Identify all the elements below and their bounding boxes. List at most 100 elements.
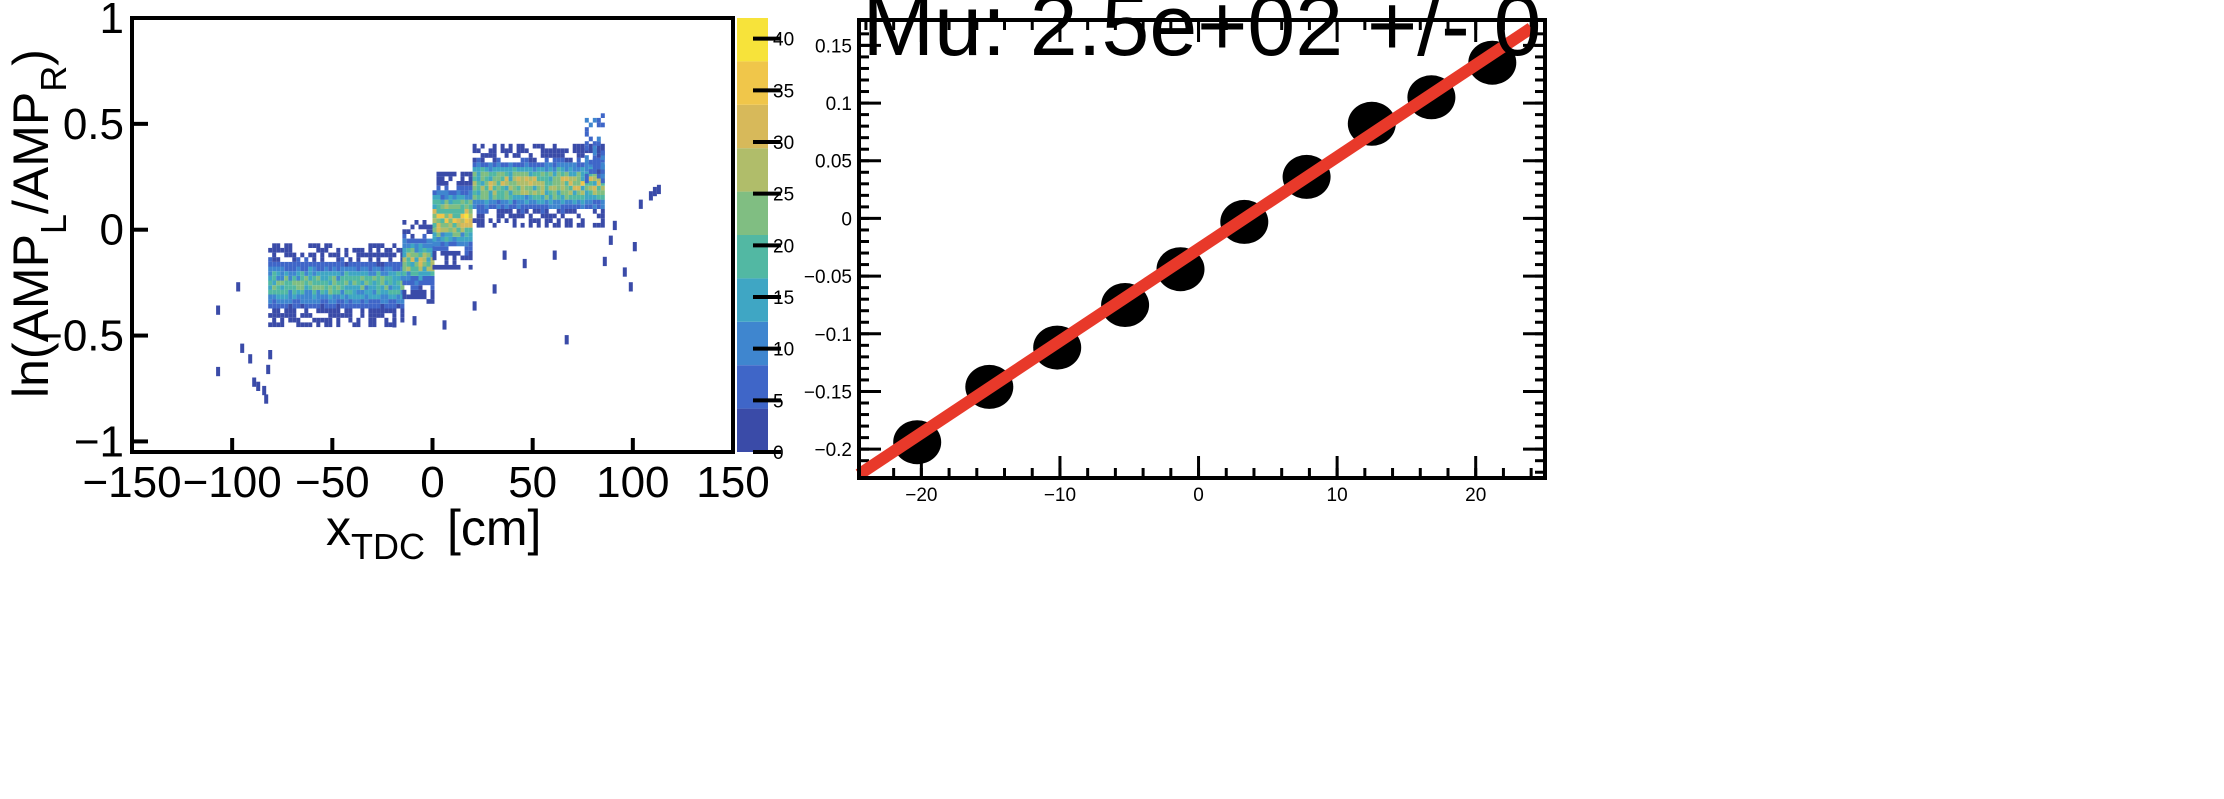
heatmap-cell	[576, 162, 581, 168]
heatmap-cell	[328, 243, 333, 248]
heatmap-cell	[472, 176, 477, 182]
heatmap-cell	[344, 266, 349, 272]
heatmap-cell	[600, 204, 605, 209]
heatmap-cell	[316, 317, 321, 323]
heatmap-cell	[388, 303, 393, 309]
heatmap-cell	[304, 289, 309, 295]
heatmap-cell	[426, 229, 431, 234]
heatmap-cell	[548, 213, 553, 219]
heatmap-cell	[414, 247, 419, 253]
heatmap-cell	[288, 271, 293, 276]
heatmap-cell	[384, 275, 389, 281]
heatmap-cell	[388, 299, 393, 304]
x-axis-title: xTDC [cm]	[326, 500, 541, 567]
heatmap-cell	[280, 266, 285, 272]
y-tick-label: 0	[100, 206, 124, 255]
heatmap-cell	[588, 195, 593, 200]
heatmap-cell	[284, 303, 289, 309]
heatmap-cell	[396, 280, 401, 286]
heatmap-cell	[464, 199, 469, 205]
heatmap-cell	[324, 266, 329, 272]
heatmap-cell	[520, 171, 525, 177]
heatmap-cell	[556, 157, 561, 163]
heatmap-cell	[492, 162, 497, 168]
heatmap-cell	[368, 303, 373, 309]
heatmap-cell	[436, 241, 441, 247]
heatmap-cell	[448, 227, 453, 233]
heatmap-cell	[340, 299, 345, 304]
heatmap-cell	[600, 199, 605, 205]
heatmap-cell	[356, 280, 361, 286]
heatmap-cell	[280, 271, 285, 276]
heatmap-cell	[580, 176, 585, 182]
heatmap-cell	[520, 190, 525, 195]
heatmap-cell	[384, 285, 389, 290]
heatmap-cell	[496, 213, 501, 219]
heatmap-cell	[472, 162, 477, 168]
heatmap-cell	[356, 299, 361, 304]
heatmap-cell	[580, 222, 585, 228]
heatmap-cell	[272, 280, 277, 286]
heatmap-cell	[600, 218, 605, 223]
heatmap-cell	[600, 155, 605, 160]
heatmap-cell	[320, 257, 325, 262]
heatmap-cell	[364, 252, 369, 258]
heatmap-cell	[426, 261, 431, 267]
heatmap-cell	[320, 294, 325, 300]
heatmap-cell	[528, 176, 533, 182]
heatmap-cell	[376, 252, 381, 258]
heatmap-cell	[276, 243, 281, 248]
heatmap-cell	[468, 176, 473, 182]
heatmap-cell	[468, 250, 473, 256]
heatmap-cell	[532, 190, 537, 195]
heatmap-outlier	[248, 354, 253, 364]
heatmap-cell	[360, 303, 365, 309]
heatmap-cell	[556, 209, 561, 214]
heatmap-cell	[488, 181, 493, 186]
heatmap-cell	[468, 218, 473, 223]
heatmap-cell	[552, 185, 557, 191]
heatmap-cell	[556, 199, 561, 205]
heatmap-cell	[496, 199, 501, 205]
heatmap-cell	[440, 199, 445, 205]
heatmap-cell	[520, 204, 525, 209]
heatmap-cell	[488, 204, 493, 209]
heatmap-cell	[268, 280, 273, 286]
heatmap-cell	[280, 313, 285, 318]
heatmap-outlier	[472, 301, 477, 311]
heatmap-cell	[504, 199, 509, 205]
heatmap-cell	[316, 243, 321, 248]
heatmap-outlier	[492, 284, 497, 294]
heatmap-cell	[576, 181, 581, 186]
heatmap-cell	[536, 167, 541, 172]
heatmap-cell	[276, 271, 281, 276]
heatmap-cell	[440, 264, 445, 270]
heatmap-outlier	[648, 191, 653, 201]
heatmap-cell	[576, 213, 581, 219]
heatmap-cell	[280, 280, 285, 286]
heatmap-cell	[368, 266, 373, 272]
heatmap-cell	[368, 257, 373, 262]
heatmap-cell	[324, 275, 329, 281]
heatmap-cell	[422, 289, 427, 295]
heatmap-cell	[544, 209, 549, 214]
heatmap-cell	[564, 167, 569, 172]
heatmap-cell	[492, 176, 497, 182]
heatmap-cell	[516, 153, 521, 158]
heatmap-cell	[576, 195, 581, 200]
heatmap-outlier	[216, 366, 221, 377]
colorbar-tick-label: 20	[773, 236, 794, 257]
heatmap-cell	[464, 222, 469, 228]
heatmap-cell	[560, 148, 565, 154]
heatmap-cell	[348, 261, 353, 267]
heatmap-cell	[536, 171, 541, 177]
heatmap-cell	[308, 294, 313, 300]
heatmap-cell	[376, 313, 381, 318]
heatmap-cell	[372, 266, 377, 272]
heatmap-cell	[600, 209, 605, 214]
heatmap-cell	[516, 148, 521, 154]
heatmap-cell	[272, 322, 277, 328]
heatmap-cell	[376, 266, 381, 272]
heatmap-cell	[480, 153, 485, 158]
heatmap-cell	[284, 252, 289, 258]
